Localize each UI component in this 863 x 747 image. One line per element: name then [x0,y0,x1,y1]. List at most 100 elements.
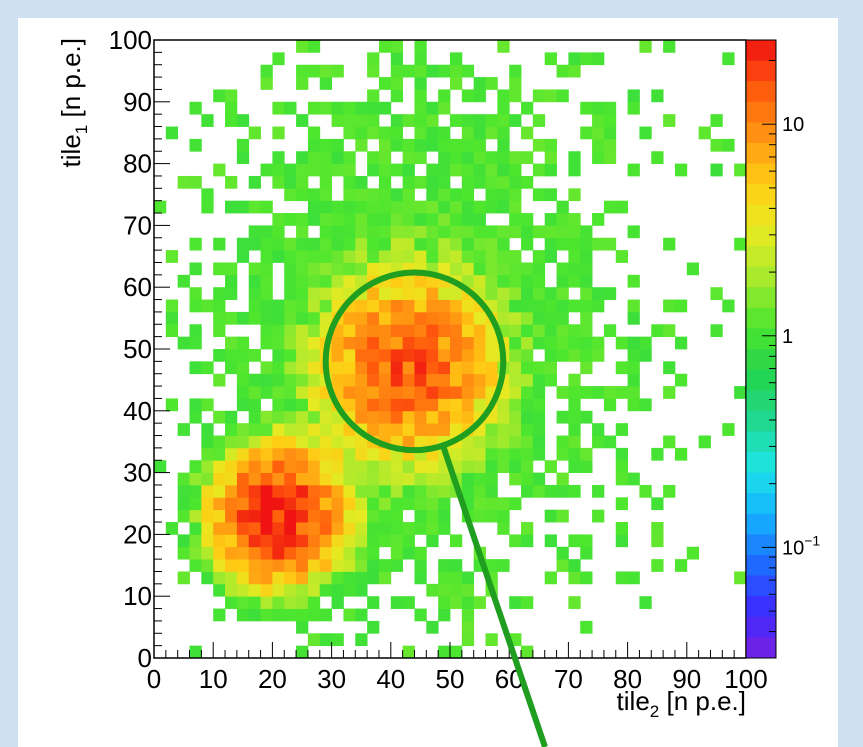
heatmap-cell [568,447,581,461]
heatmap-cell [378,77,392,90]
heatmap-cell [319,138,332,152]
heatmap-cell [450,583,463,597]
heatmap-cell [461,64,475,78]
heatmap-cell [225,484,238,498]
heatmap-cell [485,559,498,572]
heatmap-cell [296,213,309,226]
heatmap-cell [450,188,463,202]
heatmap-cell [355,559,368,572]
heatmap-cell [343,534,356,548]
heatmap-cell [260,386,273,399]
heatmap-cell [402,522,415,535]
heatmap-cell [201,571,214,585]
heatmap-cell [378,373,392,387]
heatmap-cell [544,89,557,103]
heatmap-cell [580,620,593,634]
heatmap-cell [438,509,451,523]
heatmap-cell [284,596,297,609]
heatmap-cell [319,447,332,461]
heatmap-cell [544,52,557,66]
heatmap-cell [450,534,463,548]
heatmap-cell [580,126,593,140]
heatmap-cell [319,101,332,115]
heatmap-cell [461,237,475,251]
heatmap-cell [521,361,534,375]
heatmap-cell [485,262,498,276]
heatmap-cell [367,299,380,313]
heatmap-cell [414,52,427,66]
heatmap-cell [592,237,605,251]
heatmap-cell [307,64,321,78]
palette-swatch [746,122,776,144]
heatmap-cell [497,225,510,239]
heatmap-cell [461,151,475,164]
heatmap-cell [544,349,557,362]
heatmap-cell [296,349,309,362]
heatmap-cell [615,200,628,214]
heatmap-cell [343,361,356,375]
heatmap-cell [461,188,475,202]
heatmap-cell [556,509,569,523]
heatmap-cell [532,398,546,412]
heatmap-cell [497,40,510,53]
heatmap-cell [236,583,250,597]
heatmap-cell [414,522,427,535]
heatmap-cell [284,336,297,350]
heatmap-cell [556,484,569,498]
heatmap-cell [497,497,510,511]
heatmap-cell [663,361,676,375]
heatmap-cell [521,311,534,325]
heatmap-cell [177,571,190,585]
heatmap-cell [521,435,534,449]
heatmap-cell [698,126,711,140]
heatmap-cell [296,522,309,535]
x-tick-label: 30 [317,664,346,694]
heatmap-cell [284,361,297,375]
heatmap-cell [532,410,546,424]
heatmap-cell [284,509,297,523]
heatmap-cell [414,484,427,498]
heatmap-cell [367,225,380,239]
heatmap-cell [603,237,617,251]
heatmap-cell [343,101,356,115]
heatmap-cell [378,484,392,498]
heatmap-cell [722,52,735,66]
heatmap-cell [674,163,688,177]
heatmap-cell [355,509,368,523]
heatmap-cell [450,200,463,214]
heatmap-cell [402,213,415,226]
heatmap-cell [544,534,557,548]
heatmap-cell [509,151,522,164]
heatmap-cell [438,311,451,325]
heatmap-cell [260,200,273,214]
heatmap-cell [319,460,332,473]
heatmap-cell [284,262,297,276]
heatmap-cell [367,559,380,572]
heatmap-cell [331,336,344,350]
heatmap-cell [461,361,475,375]
heatmap-cell [272,472,285,486]
heatmap-cell [307,262,321,276]
heatmap-cell [213,349,226,362]
heatmap-cell [509,423,522,436]
heatmap-cell [509,435,522,449]
heatmap-cell [651,559,664,572]
heatmap-cell [236,237,250,251]
heatmap-cell [473,398,486,412]
heatmap-cell [296,373,309,387]
heatmap-cell [213,472,226,486]
heatmap-cell [296,64,309,78]
heatmap-cell [236,596,250,609]
heatmap-cell [509,114,522,127]
y-axis-label: tile1 [n p.e.] [56,38,91,167]
heatmap-cell [651,89,664,103]
heatmap-cell [165,250,179,263]
heatmap-cell [426,336,439,350]
heatmap-cell [390,373,404,387]
heatmap-cell [473,386,486,399]
heatmap-cell [438,386,451,399]
heatmap-cell [272,225,285,239]
y-tick-label: 50 [123,334,152,364]
heatmap-cell [438,596,451,609]
heatmap-cell [580,237,593,251]
